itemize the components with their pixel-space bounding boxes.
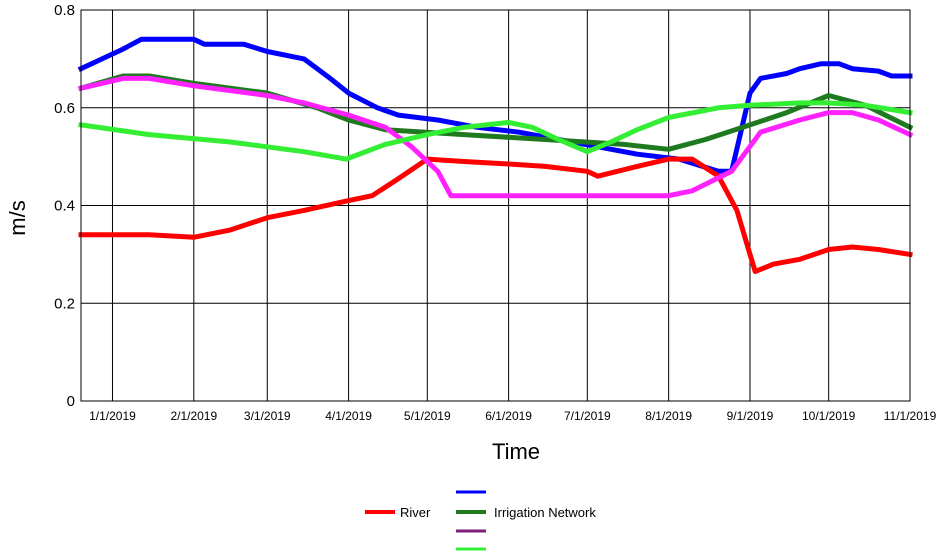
series-line-4 [77, 75, 914, 199]
series-lines [77, 36, 914, 274]
gridlines [81, 10, 910, 401]
series-line-5 [78, 100, 913, 162]
x-tick-label: 5/1/2019 [404, 409, 451, 423]
y-tick-label: 0.2 [54, 295, 75, 312]
series-line-2 [78, 156, 913, 274]
plot-border [80, 9, 911, 402]
x-axis-ticks: 1/1/2019 2/1/2019 3/1/2019 4/1/2019 5/1/2019… [89, 409, 936, 423]
x-tick-label: 2/1/2019 [170, 409, 217, 423]
x-tick-label: 10/1/2019 [802, 409, 856, 423]
x-tick-label: 4/1/2019 [325, 409, 372, 423]
y-tick-label: 0.8 [54, 2, 75, 19]
legend-label-irrigation-network: Irrigation Network [494, 505, 596, 520]
x-tick-label: 6/1/2019 [485, 409, 532, 423]
x-axis-title: Time [492, 439, 540, 464]
x-tick-label: 9/1/2019 [727, 409, 774, 423]
y-axis-title: m/s [5, 200, 30, 235]
x-tick-label: 1/1/2019 [89, 409, 136, 423]
y-tick-label: 0.6 [54, 100, 75, 117]
y-axis-ticks: 0 0.2 0.4 0.6 0.8 [54, 2, 75, 410]
series-line-1 [77, 36, 913, 174]
x-tick-label: 11/1/2019 [884, 409, 937, 423]
x-tick-label: 3/1/2019 [244, 409, 291, 423]
plot-frame [80, 9, 911, 402]
x-tick-label: 7/1/2019 [564, 409, 611, 423]
legend: River Irrigation Network [365, 490, 596, 551]
x-tick-label: 8/1/2019 [645, 409, 692, 423]
legend-label-river: River [400, 505, 431, 520]
y-tick-label: 0 [67, 393, 75, 410]
y-tick-label: 0.4 [54, 198, 75, 215]
